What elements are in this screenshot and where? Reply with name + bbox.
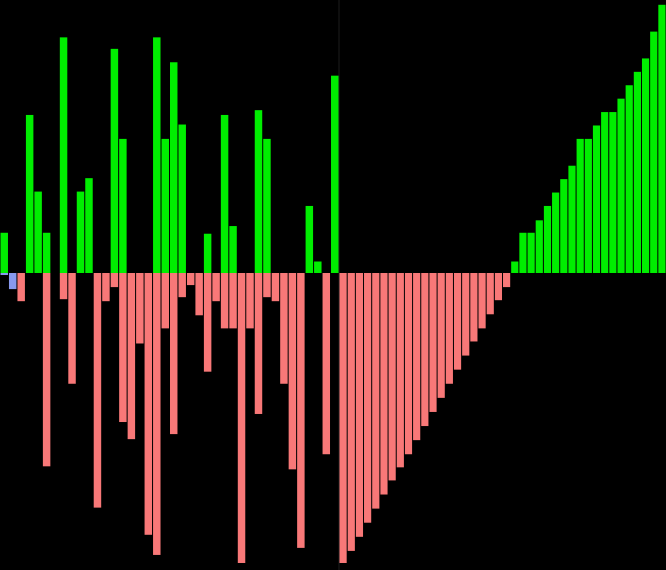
bar-negative-p0-13 — [110, 273, 119, 288]
bar-negative-p0-21 — [178, 273, 186, 298]
bar-positive-p0-27 — [229, 226, 237, 273]
bar-negative-p0-16 — [136, 273, 144, 344]
bar-negative-p0-1 — [8, 273, 17, 290]
bar-negative-p1-14 — [453, 273, 462, 370]
bar-positive-p1-28 — [568, 165, 576, 273]
left-panel — [0, 37, 339, 563]
bar-positive-p1-24 — [535, 220, 543, 273]
bar-negative-p1-3 — [364, 273, 372, 523]
bar-negative-p1-18 — [486, 273, 494, 315]
bar-positive-p1-34 — [617, 98, 625, 273]
bar-positive-p0-0 — [0, 232, 8, 273]
bar-positive-p1-37 — [641, 58, 650, 274]
bar-positive-p1-26 — [552, 192, 560, 273]
bar-positive-p1-21 — [511, 261, 519, 273]
bar-negative-p1-8 — [404, 273, 413, 455]
bar-positive-p1-25 — [543, 205, 552, 273]
bar-negative-p0-23 — [195, 273, 203, 316]
bar-positive-p0-10 — [85, 178, 93, 273]
bar-positive-p1-23 — [527, 232, 535, 273]
bar-negative-p0-18 — [153, 273, 161, 555]
bar-negative-p1-7 — [396, 273, 404, 468]
bar-negative-p1-1 — [347, 273, 355, 551]
bar-negative-p1-15 — [462, 273, 470, 356]
bar-negative-p0-33 — [280, 273, 288, 384]
bar-negative-p0-17 — [144, 273, 153, 535]
bar-negative-p1-11 — [429, 273, 437, 412]
bar-positive-p0-19 — [161, 138, 169, 273]
bar-negative-p0-8 — [68, 273, 76, 384]
bar-positive-p1-35 — [625, 85, 633, 273]
bar-negative-p0-11 — [93, 273, 102, 508]
bar-negative-p1-16 — [470, 273, 478, 342]
bar-negative-p0-2 — [17, 273, 25, 302]
bar-positive-p0-30 — [254, 110, 263, 273]
bar-negative-p0-0 — [0, 273, 8, 276]
bar-negative-p1-6 — [388, 273, 396, 481]
bar-positive-p0-7 — [59, 37, 68, 273]
bar-negative-p0-19 — [161, 273, 169, 329]
bar-negative-p0-27 — [229, 273, 237, 329]
bar-positive-p0-26 — [220, 114, 229, 273]
bar-negative-p0-5 — [42, 273, 51, 467]
bar-negative-p1-10 — [421, 273, 429, 427]
bar-negative-p0-14 — [119, 273, 127, 423]
bar-positive-p1-36 — [633, 71, 641, 273]
bar-positive-p0-31 — [263, 138, 271, 273]
bar-positive-p0-5 — [42, 232, 51, 273]
bar-positive-p0-13 — [110, 48, 119, 273]
bar-negative-p0-31 — [263, 273, 271, 298]
bar-positive-p1-31 — [592, 125, 601, 273]
bar-positive-p1-38 — [650, 31, 658, 273]
bar-negative-p0-15 — [127, 273, 136, 440]
bar-positive-p1-22 — [519, 232, 527, 273]
bar-positive-p0-20 — [170, 62, 178, 274]
bar-negative-p1-0 — [339, 273, 347, 563]
bar-negative-p0-34 — [288, 273, 297, 470]
bar-negative-p0-29 — [246, 273, 254, 329]
bar-positive-p0-24 — [203, 233, 212, 273]
bar-negative-p0-30 — [254, 273, 263, 414]
bar-positive-p0-21 — [178, 124, 186, 273]
bar-negative-p0-25 — [212, 273, 220, 302]
bar-negative-p0-20 — [170, 273, 178, 435]
bar-negative-p1-5 — [380, 273, 388, 495]
bar-positive-p0-4 — [34, 191, 42, 273]
bar-negative-p0-26 — [220, 273, 229, 329]
bar-negative-p0-22 — [186, 273, 195, 286]
bar-negative-p0-28 — [237, 273, 246, 563]
bar-negative-p0-32 — [271, 273, 280, 302]
bar-negative-p0-38 — [322, 273, 331, 455]
bar-negative-p0-35 — [297, 273, 305, 548]
bar-negative-p1-20 — [503, 273, 511, 288]
bar-negative-p0-7 — [59, 273, 68, 300]
bar-positive-p0-18 — [153, 37, 161, 273]
bar-positive-p0-3 — [25, 114, 34, 273]
bar-positive-p1-39 — [658, 4, 666, 273]
bar-negative-p0-12 — [102, 273, 110, 302]
bar-negative-p1-9 — [413, 273, 421, 441]
bar-positive-p1-32 — [601, 112, 609, 273]
bar-positive-p0-9 — [76, 191, 85, 273]
bar-negative-p1-19 — [494, 273, 503, 301]
bar-positive-p1-30 — [584, 138, 592, 273]
bar-positive-p1-27 — [560, 179, 568, 273]
bar-positive-p1-29 — [576, 138, 584, 273]
bar-negative-p1-17 — [478, 273, 486, 329]
right-panel — [339, 4, 666, 563]
bar-negative-p1-2 — [355, 273, 364, 537]
bar-negative-p0-24 — [203, 273, 212, 372]
bar-positive-p0-37 — [314, 261, 322, 273]
bar-positive-p0-14 — [119, 138, 127, 273]
bar-negative-p1-12 — [437, 273, 445, 398]
bar-positive-p0-39 — [331, 75, 339, 273]
bar-negative-p1-4 — [372, 273, 380, 509]
bar-negative-p1-13 — [445, 273, 453, 384]
bar-positive-p0-36 — [305, 205, 314, 273]
bar-positive-p1-33 — [609, 112, 617, 273]
